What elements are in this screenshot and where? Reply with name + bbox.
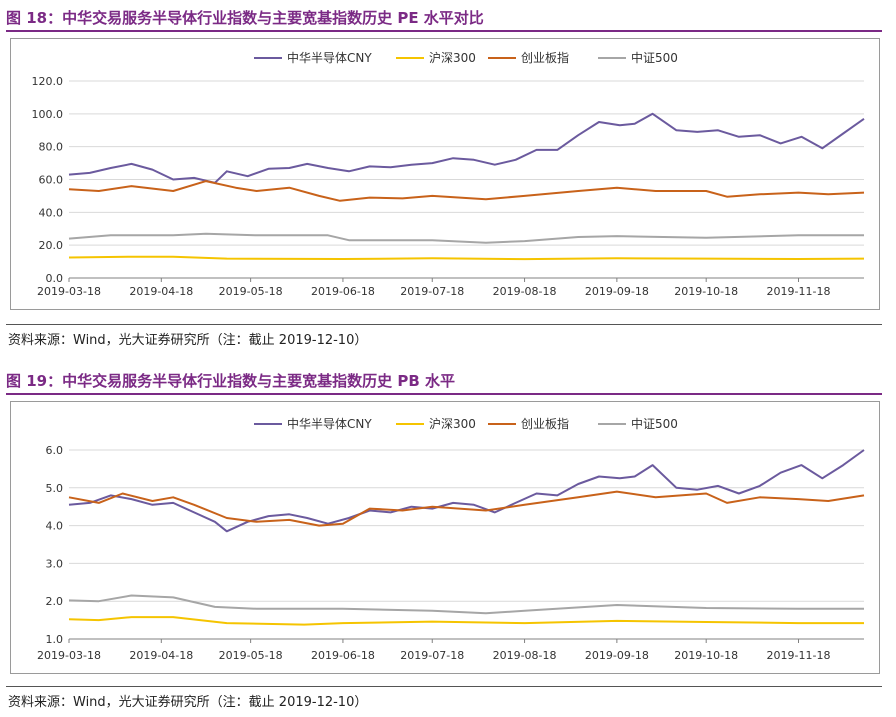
y-tick-label: 4.0 [46,520,64,533]
x-tick-label: 2019-07-18 [400,285,464,298]
y-tick-label: 20.0 [39,239,64,252]
x-tick-label: 2019-11-18 [767,285,831,298]
legend-label-1: 沪深300 [429,51,476,65]
legend-label-2: 创业板指 [521,50,569,65]
x-tick-label: 2019-03-18 [37,285,101,298]
x-tick-label: 2019-04-18 [129,649,193,662]
series-line-0 [68,449,865,533]
x-tick-label: 2019-07-18 [400,649,464,662]
x-tick-label: 2019-10-18 [674,285,738,298]
y-tick-label: 5.0 [46,482,64,495]
x-tick-label: 2019-03-18 [37,649,101,662]
y-tick-label: 120.0 [32,75,64,88]
figure-19-title: 图 19：中华交易服务半导体行业指数与主要宽基指数历史 PB 水平 [6,372,455,390]
series-line-3 [68,594,864,615]
figure-19-source-note: 资料来源：Wind，光大证券研究所（注：截止 2019-12-10） [8,695,368,710]
pe-line-chart: 0.0 20.0 40.0 60.0 80.0 100.0 120.0 2019-03-18 2… [32,50,865,298]
x-tick-label: 2019-05-18 [219,649,283,662]
legend-label-2: 创业板指 [521,416,569,431]
series-line-2 [68,490,865,527]
x-tick-label: 2019-11-18 [767,649,831,662]
series-line-1 [68,616,864,626]
series-line-1 [68,255,865,261]
figure-19-source-rule [6,686,882,687]
legend-label-1: 沪深300 [429,417,476,431]
series-line-3 [68,232,864,244]
figure-18-title: 图 18：中华交易服务半导体行业指数与主要宽基指数历史 PE 水平对比 [6,9,484,27]
figure-18-source-rule [6,324,882,325]
legend-label-0: 中华半导体CNY [287,50,372,65]
y-tick-label: 6.0 [46,444,64,457]
y-tick-label: 100.0 [32,108,64,121]
y-tick-label: 0.0 [46,272,64,285]
x-tick-label: 2019-05-18 [219,285,283,298]
figure-18-chart-frame: 0.0 20.0 40.0 60.0 80.0 100.0 120.0 2019-03-18 2… [10,38,880,310]
figure-19-chart-frame: 1.0 2.0 3.0 4.0 5.0 6.0 2019-03-18 2019-04-18 20… [10,401,880,674]
pb-line-chart: 1.0 2.0 3.0 4.0 5.0 6.0 2019-03-18 2019-04-18 20… [37,416,865,662]
x-tick-label: 2019-09-18 [585,649,649,662]
figure-19-title-rule [6,393,882,395]
y-tick-label: 40.0 [39,206,64,219]
x-tick-label: 2019-08-18 [493,285,557,298]
x-tick-label: 2019-08-18 [493,649,557,662]
y-tick-label: 1.0 [46,633,64,646]
figure-18-source-note: 资料来源：Wind，光大证券研究所（注：截止 2019-12-10） [8,333,368,348]
series-line-2 [68,180,865,202]
legend-label-3: 中证500 [631,416,678,431]
x-tick-label: 2019-06-18 [311,649,375,662]
series-line-0 [68,112,865,184]
x-tick-label: 2019-10-18 [674,649,738,662]
y-tick-label: 2.0 [46,595,64,608]
legend-label-3: 中证500 [631,50,678,65]
x-tick-label: 2019-04-18 [129,285,193,298]
y-tick-label: 3.0 [46,557,64,570]
y-tick-label: 60.0 [39,174,64,187]
legend-label-0: 中华半导体CNY [287,416,372,431]
x-tick-label: 2019-09-18 [585,285,649,298]
figure-18-title-rule [6,30,882,32]
x-tick-label: 2019-06-18 [311,285,375,298]
y-tick-label: 80.0 [39,141,64,154]
